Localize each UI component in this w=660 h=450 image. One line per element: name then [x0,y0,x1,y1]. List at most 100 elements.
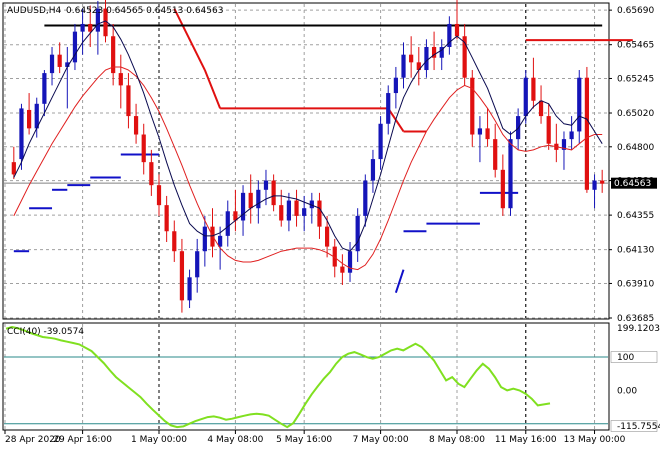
price-tick-label: 0.64130 [617,246,654,256]
trailing-stop-blue-segment [394,269,405,293]
period-separators [158,4,527,429]
candle-bear [332,246,337,267]
main-panel [2,2,610,320]
candle-bull [424,46,429,71]
cci-tick-box [610,351,658,363]
candle-bear [325,226,330,247]
candle-bear [538,100,544,117]
candle-bull [218,235,223,247]
time-tick-label: 7 May 00:00 [353,435,409,445]
candle-bear [454,23,460,37]
candle-bull [347,251,353,273]
candle-bear [141,134,146,163]
price-tick-label: 0.65020 [617,109,654,119]
candle-bull [508,139,513,209]
candle-bull [592,180,597,190]
candle-bear [172,231,177,252]
candle-bull [577,77,582,132]
price-tick-label: 0.63910 [617,279,654,289]
candle-bear [500,169,505,209]
price-tick-label: 0.65245 [617,74,654,84]
candle-bear [149,162,154,186]
cci-tick-label: 100 [617,353,634,363]
current-price-label: 0.64563 [614,179,651,189]
cci-line [5,325,551,429]
time-tick-label: 8 May 08:00 [429,435,485,445]
candle-bull [302,208,307,216]
time-tick-label: 4 May 08:00 [207,435,263,445]
price-tick-label: 0.64800 [617,143,654,153]
symbol-timeframe: AUDUSD,H4 [7,6,62,16]
candle-bull [393,77,398,94]
time-tick-label: 11 May 16:00 [495,435,557,445]
time-tick-label: 13 May 00:00 [564,435,626,445]
candle-bear [103,8,108,37]
candle-bull [42,73,47,104]
price-tick-label: 0.64355 [617,211,654,221]
candle-bear [531,77,536,101]
price-axis: 0.65690 0.65465 0.65245 0.65020 0.64800 0.645… [609,6,654,324]
candle-bear [57,54,62,67]
candle-bull [286,200,291,221]
candle-bear [470,77,475,135]
candle-bull [19,108,24,160]
candle-bear [485,128,490,140]
candle-bear [11,162,16,175]
candle-bear [416,62,421,71]
resistance-lines [4,24,633,184]
candle-bear [409,54,414,63]
candle-bull [569,131,574,140]
candle-bear [340,266,345,273]
candle-bull [355,215,360,252]
candle-bear [179,251,185,301]
cci-title: CCI(40) -39.0574 [7,327,84,337]
candle-bear [164,205,169,232]
candle-bull [225,211,230,236]
candles [11,0,605,313]
candle-bear [156,185,162,206]
candle-bear [271,180,276,206]
candle-bull [202,226,207,252]
candle-bear [431,46,437,58]
cci-tick-label: 199.1203 [617,324,660,334]
candle-bull [95,8,100,32]
candle-bear [493,139,498,170]
candle-bull [263,180,269,190]
time-tick-label: 28 Apr 2020 [5,435,61,445]
candle-bull [240,192,246,221]
candle-bull [401,54,406,78]
candle-bull [370,159,376,181]
price-tick-label: 0.65465 [617,41,654,51]
candle-bull [477,128,483,135]
candle-bear [317,200,322,227]
time-tick-label: 29 Apr 16:00 [53,435,112,445]
candle-bull [439,46,444,58]
ma-fast-line [13,20,603,252]
candle-bull [65,62,70,67]
candle-bear [233,211,238,221]
cci-panel [2,322,610,431]
candle-bull [187,277,192,301]
candle-bear [88,23,93,32]
ma-slow-line [13,66,603,271]
trailing-stop-red-segment [203,69,222,109]
candle-bear [248,192,253,209]
candle-bear [126,85,131,117]
candle-bear [111,36,116,74]
ohlc-readout: 0.64523 0.64565 0.64513 0.64563 [66,6,223,16]
candle-bull [49,54,55,74]
candle-bear [600,180,605,184]
price-tick-label: 0.65690 [617,6,654,16]
candle-bull [80,23,85,32]
candle-bear [27,109,32,129]
candle-bull [378,123,383,160]
candle-bear [133,116,139,135]
candle-bull [447,23,452,47]
candle-bear [294,200,299,216]
candle-bull [561,139,567,150]
candle-bear [118,73,123,86]
candle-bear [584,77,589,190]
candle-bull [309,200,314,209]
